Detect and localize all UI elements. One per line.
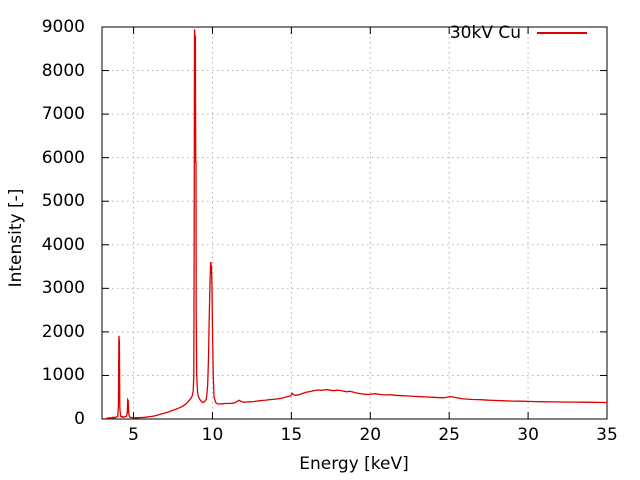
x-tick-label: 15	[280, 425, 303, 445]
y-tick-label: 6000	[41, 147, 85, 168]
x-tick-label: 20	[359, 425, 382, 445]
x-tick-label: 30	[517, 425, 539, 445]
x-tick-label: 10	[201, 425, 224, 445]
legend-label: 30kV Cu	[449, 23, 521, 43]
x-tick-label: 5	[128, 425, 139, 445]
x-tick-label: 25	[438, 425, 461, 445]
x-tick-label: 35	[596, 425, 618, 445]
y-tick-label: 3000	[41, 278, 85, 299]
y-tick-label: 0	[74, 408, 85, 429]
y-tick-label: 2000	[41, 321, 85, 342]
y-axis-title: Intensity [-]	[6, 188, 26, 288]
y-tick-label: 5000	[41, 191, 85, 212]
x-axis-title: Energy [keV]	[299, 454, 409, 474]
y-tick-label: 8000	[41, 60, 85, 81]
plot-border	[101, 26, 608, 420]
y-tick-label: 9000	[41, 16, 85, 37]
spectrum-line	[105, 29, 608, 420]
legend: 30kV Cu	[450, 23, 587, 43]
legend-line-sample	[537, 32, 587, 34]
y-tick-label: 7000	[41, 103, 85, 124]
y-tick-label: 1000	[41, 365, 85, 386]
y-tick-label: 4000	[41, 234, 85, 255]
